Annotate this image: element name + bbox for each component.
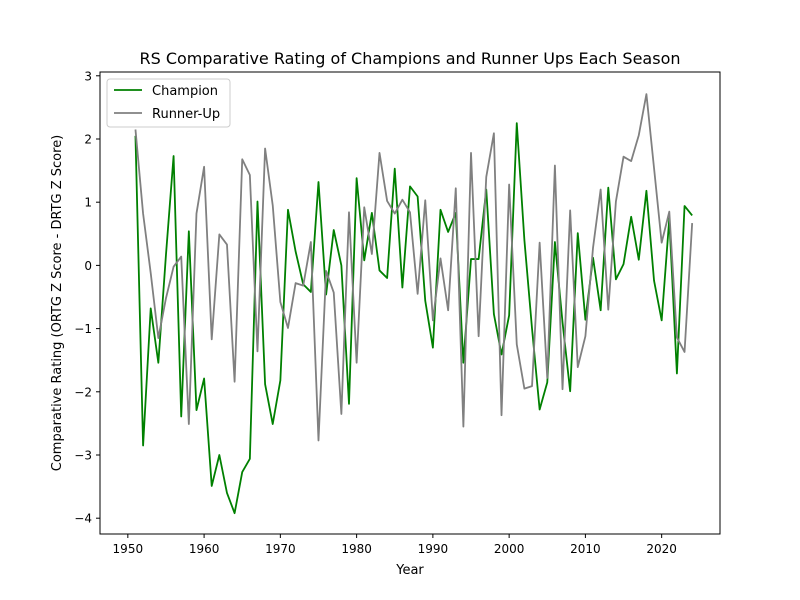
y-tick-label: 3 [84, 69, 92, 83]
y-tick-label: −3 [74, 448, 92, 462]
x-tick-label: 1960 [189, 542, 220, 556]
y-tick-label: 0 [84, 259, 92, 273]
x-tick-label: 1990 [418, 542, 449, 556]
series-line-champion [134, 122, 693, 515]
plot-area [134, 93, 694, 515]
x-tick-label: 2020 [646, 542, 677, 556]
y-tick-label: −4 [74, 512, 92, 526]
x-tick-label: 2010 [570, 542, 601, 556]
x-axis-label: Year [395, 563, 424, 578]
chart-title: RS Comparative Rating of Champions and R… [139, 49, 680, 68]
x-axis: 1950 1960 1970 1980 1990 2000 2010 2020 [113, 534, 677, 556]
y-tick-label: −2 [74, 385, 92, 399]
x-tick-label: 2000 [494, 542, 525, 556]
y-tick-label: 1 [84, 196, 92, 210]
x-tick-label: 1980 [341, 542, 372, 556]
y-tick-label: 2 [84, 132, 92, 146]
series-line-runner-up [134, 93, 694, 442]
y-tick-label: −1 [74, 322, 92, 336]
legend-box [106, 78, 231, 128]
legend-label-champion: Champion [152, 84, 218, 99]
x-tick-label: 1970 [265, 542, 296, 556]
legend-label-runner-up: Runner-Up [152, 107, 220, 122]
y-axis-label: Comparative Rating (ORTG Z Score - DRTG … [50, 135, 65, 472]
x-tick-label: 1950 [113, 542, 144, 556]
axes-frame [99, 71, 721, 535]
legend: Champion Runner-Up [106, 78, 231, 128]
y-axis: 3 2 1 0 −1 −2 −3 −4 [74, 69, 100, 526]
